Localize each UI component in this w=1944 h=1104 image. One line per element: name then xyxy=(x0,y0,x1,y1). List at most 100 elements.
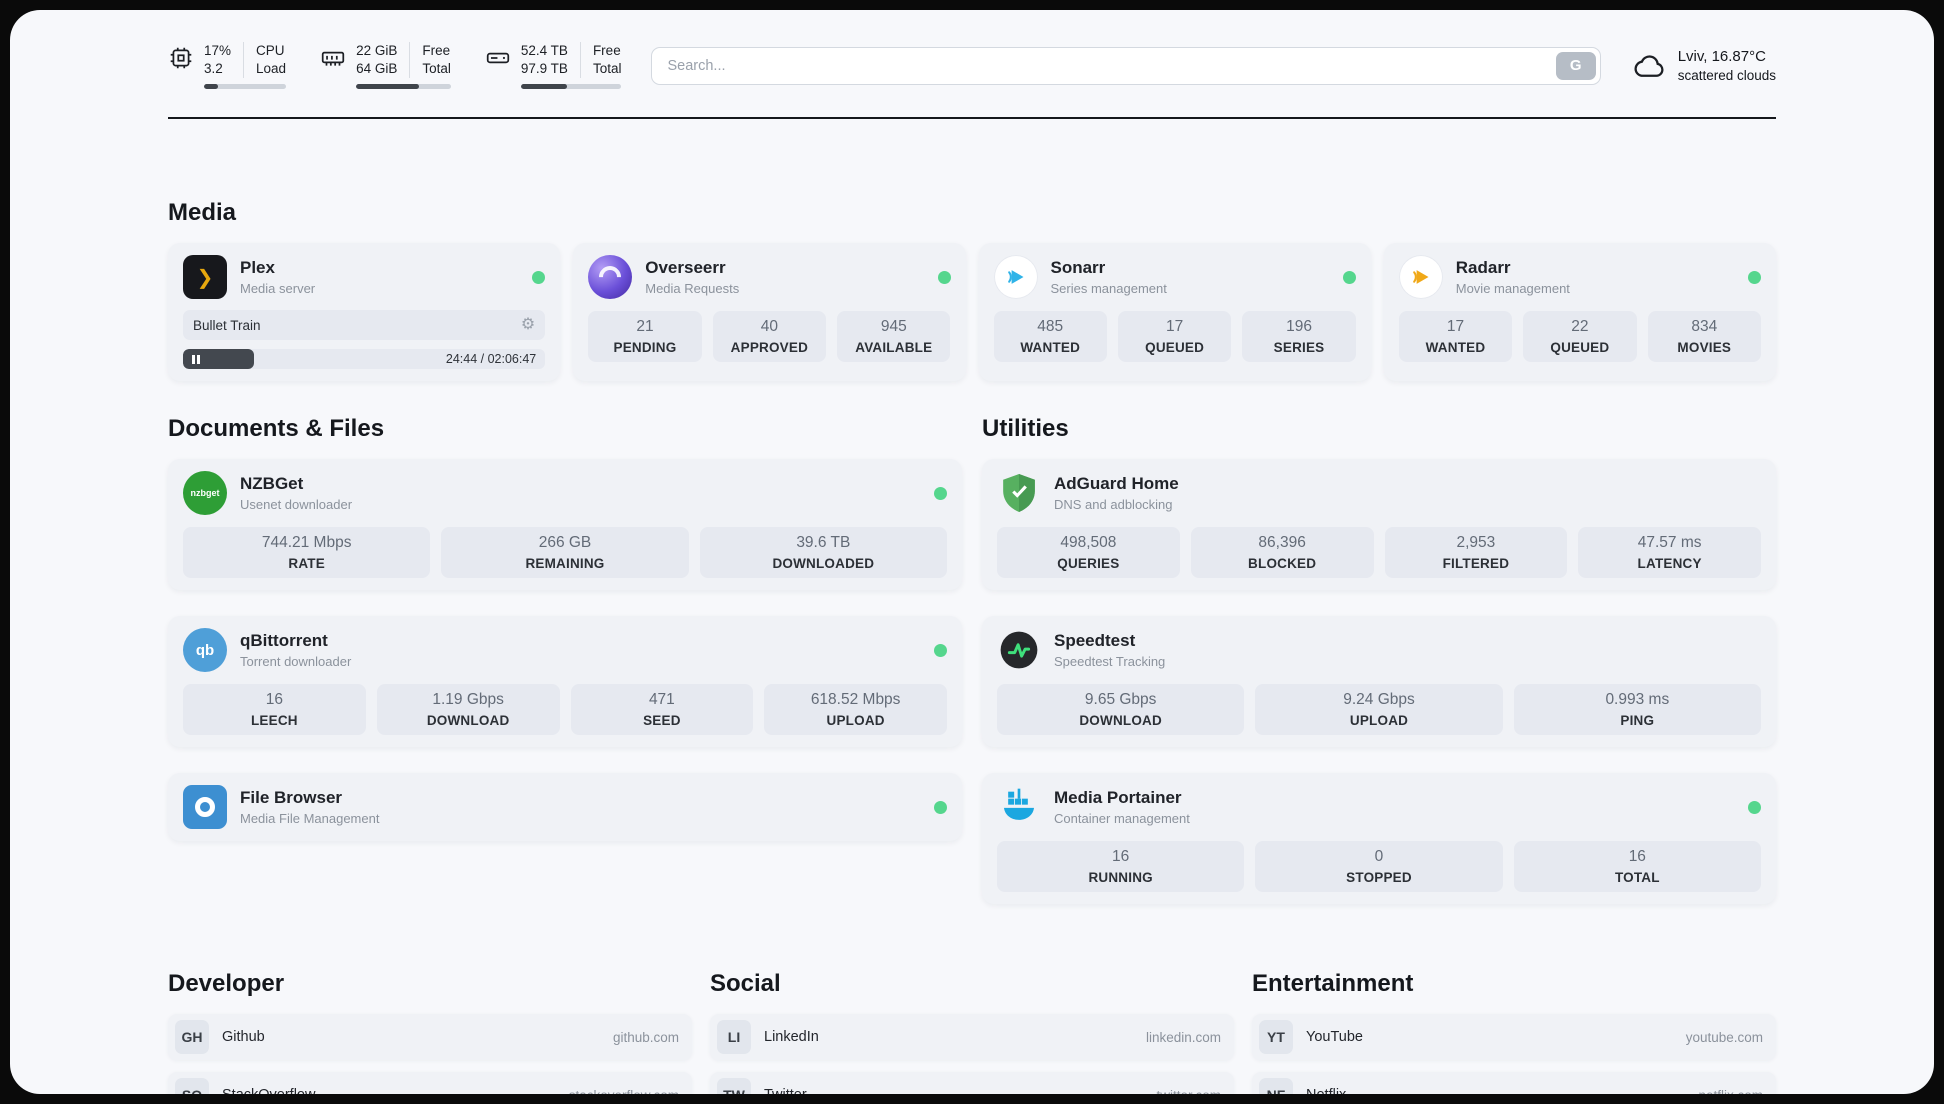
stat-tile: 0.993 ms PING xyxy=(1513,684,1761,736)
app-card-speedtest[interactable]: Speedtest Speedtest Tracking 9.65 Gbps DO… xyxy=(982,616,1776,748)
divider xyxy=(409,42,411,79)
plex-seek-fill xyxy=(183,349,254,370)
ram-progress-fill xyxy=(356,84,419,90)
disk-widget: 52.4 TB 97.9 TB Free Total xyxy=(485,42,622,90)
section-title-entertainment: Entertainment xyxy=(1252,970,1414,998)
stat-tile: 471 SEED xyxy=(570,684,754,736)
stat-tile: 266 GB REMAINING xyxy=(441,527,689,579)
status-dot xyxy=(937,270,951,284)
bookmark-linkedin[interactable]: LI LinkedIn linkedin.com xyxy=(710,1014,1234,1061)
cpu-widget: 17% 3.2 CPU Load xyxy=(168,42,287,90)
bookmark-group-entertainment: Entertainment YT YouTube youtube.com NF … xyxy=(1252,970,1776,1094)
stat-tile: 196 SERIES xyxy=(1242,311,1356,363)
section-title-developer: Developer xyxy=(168,970,285,998)
weather-condition: scattered clouds xyxy=(1677,68,1776,84)
bookmark-netflix[interactable]: NF Netflix netflix.com xyxy=(1252,1072,1776,1094)
status-dot xyxy=(934,800,947,814)
stat-tile: 39.6 TB DOWNLOADED xyxy=(699,527,947,579)
bookmark-badge: GH xyxy=(175,1020,209,1055)
ram-progress-track xyxy=(356,84,451,90)
bookmark-badge: YT xyxy=(1259,1020,1293,1055)
disk-icon xyxy=(486,52,510,64)
ram-labels: Free Total xyxy=(422,43,451,77)
section-title-social: Social xyxy=(710,970,781,998)
stat-tile: 618.52 Mbps UPLOAD xyxy=(764,684,947,736)
weather-location: Lviv, 16.87°C xyxy=(1677,48,1766,66)
disk-progress-track xyxy=(520,84,622,90)
status-dot xyxy=(1342,270,1356,284)
ram-widget: 22 GiB 64 GiB Free Total xyxy=(320,42,451,90)
search-input[interactable] xyxy=(651,46,1601,85)
section-title-media: Media xyxy=(168,199,237,227)
divider xyxy=(579,42,581,79)
app-name: File Browser xyxy=(240,788,343,808)
app-card-radarr[interactable]: Radarr Movie management 17 WANTED 22 QUEUE… xyxy=(1383,243,1776,382)
stat-tile: 485 WANTED xyxy=(993,311,1107,363)
bookmark-stackoverflow[interactable]: SO StackOverflow stackoverflow.com xyxy=(168,1072,692,1094)
app-card-sonarr[interactable]: Sonarr Series management 485 WANTED 17 QUE… xyxy=(978,243,1371,382)
app-subtitle: Media Requests xyxy=(645,281,740,297)
bookmark-badge: TW xyxy=(717,1078,751,1094)
adguard-icon xyxy=(997,471,1041,515)
plex-time: 24:44 / 02:06:47 xyxy=(445,352,537,367)
stat-tile: 16 TOTAL xyxy=(1513,841,1761,893)
app-name: Plex xyxy=(240,258,275,278)
column-documents: Documents & Files nzbget NZBGet Usenet d… xyxy=(168,415,962,842)
stat-tile: 9.65 Gbps DOWNLOAD xyxy=(997,684,1245,736)
app-name: Media Portainer xyxy=(1054,788,1182,808)
app-card-nzbget[interactable]: nzbget NZBGet Usenet downloader 744.21 M… xyxy=(168,459,962,591)
column-utilities: Utilities AdGuard Home DNS and adblockin… xyxy=(982,415,1776,905)
section-title-utilities: Utilities xyxy=(982,415,1069,443)
cpu-icon xyxy=(170,47,192,69)
app-subtitle: Usenet downloader xyxy=(240,497,353,513)
app-card-adguard[interactable]: AdGuard Home DNS and adblocking 498,508 Q… xyxy=(982,459,1776,591)
status-dot xyxy=(934,486,947,500)
section-middle: Documents & Files nzbget NZBGet Usenet d… xyxy=(168,415,1776,905)
stat-tile: 1.19 Gbps DOWNLOAD xyxy=(376,684,560,736)
qbittorrent-icon: qb xyxy=(183,628,227,673)
gear-icon[interactable]: ⚙ xyxy=(520,316,536,334)
app-name: Overseerr xyxy=(645,258,726,278)
cpu-progress-track xyxy=(204,84,287,90)
status-dot xyxy=(532,270,546,284)
stat-tile: 47.57 ms LATENCY xyxy=(1578,527,1761,579)
stat-tile: 16 RUNNING xyxy=(997,841,1245,893)
stat-tile: 498,508 QUERIES xyxy=(997,527,1180,579)
bookmark-badge: NF xyxy=(1259,1078,1293,1094)
stat-tile: 21 PENDING xyxy=(588,311,702,363)
app-name: Radarr xyxy=(1455,258,1511,278)
stat-tile: 744.21 Mbps RATE xyxy=(183,527,431,579)
system-stats: 17% 3.2 CPU Load xyxy=(168,42,622,90)
app-card-filebrowser[interactable]: File Browser Media File Management xyxy=(168,773,962,842)
search: G xyxy=(651,46,1601,85)
app-subtitle: Media File Management xyxy=(240,811,380,827)
ram-icon xyxy=(321,51,345,66)
sonarr-icon xyxy=(993,255,1038,300)
bookmark-github[interactable]: GH Github github.com xyxy=(168,1014,692,1061)
radarr-icon xyxy=(1398,255,1443,300)
app-subtitle: Series management xyxy=(1050,281,1167,297)
divider xyxy=(243,42,245,79)
portainer-icon xyxy=(997,785,1041,829)
bookmark-twitter[interactable]: TW Twitter twitter.com xyxy=(710,1072,1234,1094)
stat-tile: 834 MOVIES xyxy=(1647,311,1761,363)
bookmark-youtube[interactable]: YT YouTube youtube.com xyxy=(1252,1014,1776,1061)
app-card-qbittorrent[interactable]: qb qBittorrent Torrent downloader 16 LEEC… xyxy=(168,616,962,748)
app-card-portainer[interactable]: Media Portainer Container management 16 R… xyxy=(982,773,1776,905)
weather-widget: Lviv, 16.87°C scattered clouds xyxy=(1631,48,1776,83)
stat-tile: 945 AVAILABLE xyxy=(837,311,951,363)
pause-icon[interactable] xyxy=(192,354,200,364)
search-engine-button[interactable]: G xyxy=(1555,51,1596,80)
app-card-overseerr[interactable]: Overseerr Media Requests 21 PENDING 40 APP… xyxy=(573,243,966,382)
section-media: Media ❯ Plex Media server Bullet Train ⚙ xyxy=(168,199,1776,382)
disk-values: 52.4 TB 97.9 TB xyxy=(520,43,568,77)
cloud-icon xyxy=(1634,55,1664,77)
plex-seek-bar[interactable]: 24:44 / 02:06:47 xyxy=(183,349,546,370)
section-bookmarks: Developer GH Github github.com SO StackO… xyxy=(168,970,1776,1094)
app-card-plex[interactable]: ❯ Plex Media server Bullet Train ⚙ xyxy=(168,243,561,382)
media-title: Bullet Train xyxy=(193,317,261,333)
filebrowser-icon xyxy=(183,785,227,830)
header-divider xyxy=(168,117,1776,120)
disk-labels: Free Total xyxy=(592,43,622,77)
dashboard-panel: 17% 3.2 CPU Load xyxy=(10,10,1934,1094)
